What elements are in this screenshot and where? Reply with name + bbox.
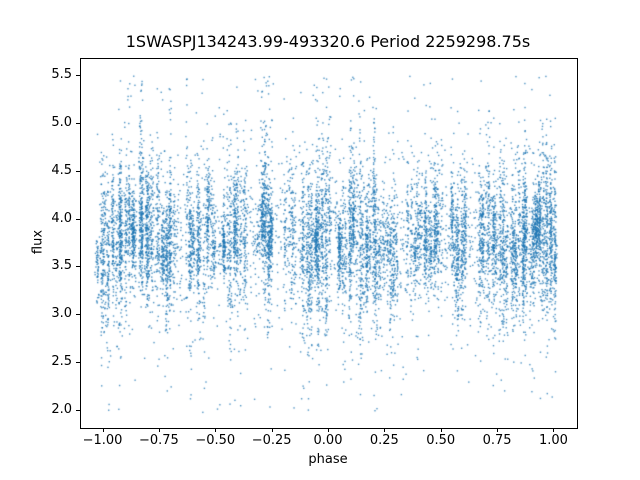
y-tick-mark <box>76 170 80 172</box>
y-tick-mark <box>76 123 80 124</box>
x-tick-mark <box>497 428 499 432</box>
x-tick-mark <box>328 428 329 432</box>
x-tick-label: 0.75 <box>482 433 512 448</box>
y-tick-mark <box>76 218 80 220</box>
y-tick-label: 4.0 <box>51 210 72 226</box>
y-tick-mark <box>76 314 80 316</box>
y-axis-label: flux <box>30 229 46 255</box>
x-axis-label: phase <box>308 452 348 467</box>
plot-area <box>80 58 578 429</box>
x-tick-mark <box>102 428 104 432</box>
y-tick-label: 3.5 <box>51 258 72 274</box>
y-tick-mark <box>76 75 80 77</box>
x-tick-label: −0.75 <box>138 433 179 448</box>
chart-title: 1SWASPJ134243.99-493320.6 Period 2259298… <box>125 32 531 51</box>
x-tick-mark <box>553 428 555 432</box>
y-tick-label: 3.0 <box>51 306 72 322</box>
x-tick-label: 1.00 <box>538 433 568 448</box>
scatter-canvas <box>81 59 577 428</box>
x-tick-label: −0.25 <box>251 433 292 448</box>
x-tick-label: 0.25 <box>369 433 399 448</box>
y-tick-label: 5.0 <box>51 115 72 130</box>
x-tick-mark <box>384 428 386 432</box>
y-tick-mark <box>76 361 80 363</box>
x-tick-label: 0.50 <box>426 433 456 448</box>
y-tick-label: 2.5 <box>51 353 72 369</box>
x-tick-label: −1.00 <box>82 433 123 448</box>
x-tick-label: −0.50 <box>195 433 236 448</box>
x-tick-mark <box>271 428 273 432</box>
x-tick-label: 0.00 <box>313 433 343 448</box>
y-tick-label: 5.5 <box>51 67 72 83</box>
x-tick-mark <box>440 428 442 432</box>
y-tick-mark <box>76 409 80 411</box>
y-tick-mark <box>76 266 80 268</box>
y-tick-label: 4.5 <box>51 162 72 178</box>
x-tick-mark <box>215 428 217 432</box>
x-tick-mark <box>158 428 160 432</box>
y-tick-label: 2.0 <box>51 401 72 417</box>
